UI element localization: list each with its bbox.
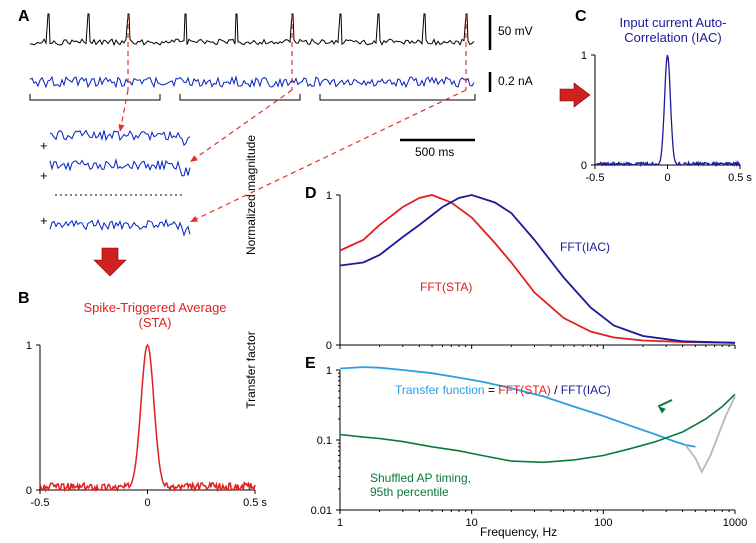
fft-iac-label: FFT(IAC) [560,240,610,254]
fft-sta-label: FFT(STA) [420,280,472,294]
svg-text:1: 1 [326,365,332,377]
svg-text:+: + [40,168,48,183]
panel-e-xlabel: Frequency, Hz [480,525,557,539]
svg-text:0.01: 0.01 [311,505,332,517]
shuffled-line1: Shuffled AP timing, [370,471,471,485]
svg-text:1: 1 [26,340,32,352]
scale-current-label: 0.2 nA [498,74,533,88]
panel-d-ylabel: Normalized magnitude [244,120,258,270]
svg-text:0: 0 [581,160,587,172]
svg-text:1: 1 [337,517,343,529]
shuffled-line2: 95th percentile [370,485,449,499]
panel-c-title-line1: Input current Auto- [620,15,727,30]
svg-text:0: 0 [144,497,150,509]
svg-text:0.1: 0.1 [317,435,332,447]
scale-time-label: 500 ms [415,145,454,159]
panel-c-title: Input current Auto- Correlation (IAC) [598,15,748,45]
transfer-annotation: Transfer function = FFT(STA) / FFT(IAC) [395,383,611,397]
svg-text:-0.5: -0.5 [31,497,50,509]
tf-part4: / [551,383,561,397]
panel-e-ylabel: Transfer factor [244,300,258,440]
svg-text:0: 0 [664,172,670,184]
tf-part3: FFT(STA) [498,383,550,397]
svg-text:0.5 s: 0.5 s [243,497,267,509]
panel-b-title: Spike-Triggered Average (STA) [60,300,250,330]
svg-text:0: 0 [326,340,332,352]
svg-text:0.5 s: 0.5 s [728,172,752,184]
svg-text:100: 100 [594,517,612,529]
panel-b-title-line1: Spike-Triggered Average [83,300,226,315]
svg-text:10: 10 [466,517,478,529]
panel-b-title-line2: (STA) [139,315,172,330]
svg-text:1: 1 [581,50,587,62]
scale-voltage-label: 50 mV [498,24,533,38]
svg-text:1000: 1000 [723,517,747,529]
svg-text:0: 0 [26,485,32,497]
svg-text:-0.5: -0.5 [586,172,605,184]
panel-c-title-line2: Correlation (IAC) [624,30,722,45]
svg-text:+: + [40,213,48,228]
tf-part2: = [485,383,499,397]
svg-text:1: 1 [326,190,332,202]
svg-text:+: + [40,138,48,153]
tf-part5: FFT(IAC) [561,383,611,397]
figure-canvas: +++-0.500.5 s01-0.500.5 s010111010010000… [0,0,756,543]
shuffled-annotation: Shuffled AP timing, 95th percentile [370,472,471,500]
tf-part1: Transfer function [395,383,485,397]
